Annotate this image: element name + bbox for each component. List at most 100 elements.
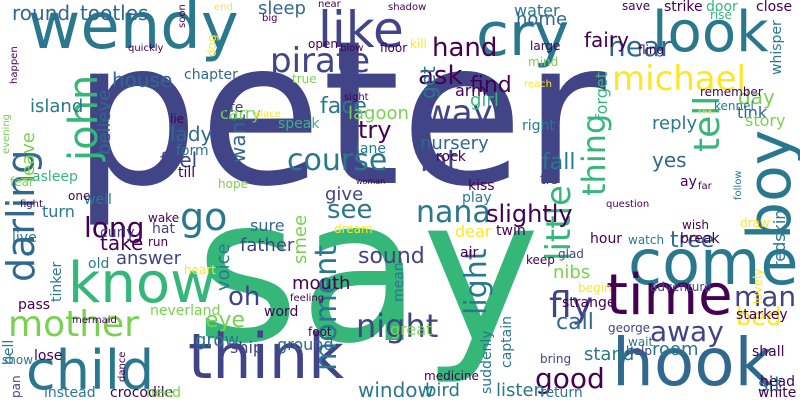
word-return: return bbox=[540, 385, 583, 400]
word-close: close bbox=[756, 0, 793, 15]
word-large: large bbox=[530, 39, 561, 53]
word-island: island bbox=[30, 96, 84, 117]
word-sea: sea bbox=[698, 107, 712, 116]
word-remember: remember bbox=[700, 85, 763, 99]
word-hear: hear bbox=[608, 30, 672, 63]
word-stand: stand bbox=[584, 344, 635, 365]
word-try: try bbox=[358, 116, 392, 144]
word-fall: fall bbox=[542, 150, 576, 175]
word-cry: cry bbox=[476, 0, 570, 70]
word-window: window bbox=[358, 378, 434, 400]
word-save: save bbox=[622, 0, 651, 13]
word-carry: carry bbox=[220, 104, 261, 123]
word-end: end bbox=[214, 2, 233, 13]
word-till: till bbox=[178, 165, 196, 181]
word-dear: dear bbox=[455, 222, 492, 241]
word-kiss: kiss bbox=[468, 178, 495, 194]
word-course: course bbox=[287, 143, 388, 178]
word-dog: dog bbox=[205, 34, 219, 57]
word-ship: ship bbox=[230, 338, 264, 357]
word-tink: tink bbox=[737, 103, 768, 122]
word-fear: fear bbox=[10, 175, 34, 189]
word-life: life bbox=[222, 100, 244, 116]
word-get: get bbox=[416, 66, 440, 99]
word-pirate: pirate bbox=[270, 41, 371, 81]
word-rise: rise bbox=[710, 8, 732, 22]
word-dance: dance bbox=[117, 351, 128, 382]
word-captain: captain bbox=[499, 316, 515, 368]
word-tootles: tootles bbox=[80, 1, 149, 25]
word-reach: reach bbox=[524, 79, 553, 90]
word-ask: ask bbox=[418, 61, 463, 91]
word-nana: nana bbox=[416, 195, 491, 230]
word-far: far bbox=[698, 181, 712, 192]
word-sit: sit bbox=[758, 372, 782, 396]
word-shadow: shadow bbox=[388, 2, 427, 13]
word-wait: wait bbox=[628, 335, 654, 349]
word-chapter: chapter bbox=[184, 67, 238, 83]
word-near: near bbox=[318, 0, 341, 10]
word-grow: grow bbox=[195, 330, 240, 351]
word-answer: answer bbox=[116, 248, 182, 269]
word-fly: fly bbox=[549, 285, 593, 326]
word-house: house bbox=[112, 68, 173, 92]
word-live: live bbox=[12, 230, 37, 246]
word-bring: bring bbox=[540, 352, 572, 366]
word-look: look bbox=[652, 0, 769, 65]
word-turn: turn bbox=[42, 202, 75, 221]
word-let: let bbox=[420, 144, 459, 179]
word-follow: follow bbox=[733, 170, 744, 201]
word-lie: lie bbox=[170, 112, 185, 126]
word-asleep: asleep bbox=[32, 169, 78, 185]
word-white: white bbox=[758, 385, 797, 400]
word-call: call bbox=[556, 310, 594, 335]
word-think: think bbox=[188, 320, 345, 393]
word-soon: soon bbox=[177, 4, 188, 28]
word-door: door bbox=[706, 0, 738, 15]
word-show: show bbox=[2, 353, 34, 367]
word-ground: ground bbox=[277, 335, 334, 354]
word-believe: believe bbox=[94, 89, 115, 155]
word-child: child bbox=[26, 339, 155, 400]
word-jane: jane bbox=[356, 141, 386, 157]
word-girl: girl bbox=[470, 90, 499, 111]
word-help: help bbox=[626, 344, 652, 358]
word-wendy: wendy bbox=[28, 0, 239, 64]
word-pan: pan bbox=[9, 375, 23, 398]
word-sound: sound bbox=[358, 244, 425, 269]
word-one: one bbox=[68, 189, 91, 203]
word-fight: fight bbox=[20, 199, 43, 210]
word-hook: hook bbox=[612, 324, 773, 400]
word-water: water bbox=[514, 1, 560, 20]
word-voice: voice bbox=[213, 243, 234, 291]
word-place: place bbox=[254, 109, 281, 120]
word-lagoon: lagoon bbox=[348, 103, 409, 124]
word-hour: hour bbox=[590, 231, 623, 247]
word-like: like bbox=[318, 1, 404, 59]
word-heart: heart bbox=[184, 263, 216, 277]
word-nibs: nibs bbox=[553, 262, 591, 283]
word-nursery: nursery bbox=[420, 133, 489, 154]
word-shall: shall bbox=[752, 344, 785, 360]
word-eye: eye bbox=[205, 308, 246, 333]
word-room: room bbox=[652, 339, 699, 360]
word-arm: arm bbox=[455, 81, 487, 100]
word-feeling: feeling bbox=[290, 293, 325, 304]
word-mermaid: mermaid bbox=[72, 315, 117, 326]
word-floor: floor bbox=[380, 41, 408, 55]
word-mouth: mouth bbox=[292, 273, 351, 294]
word-home: home bbox=[516, 9, 568, 30]
word-neverland: neverland bbox=[150, 303, 221, 319]
word-sure: sure bbox=[250, 216, 285, 235]
word-instead: instead bbox=[44, 385, 96, 400]
word-hope: hope bbox=[218, 177, 248, 191]
word-air: air bbox=[460, 245, 479, 261]
word-yes: yes bbox=[652, 148, 687, 172]
word-slightly: slightly bbox=[486, 200, 573, 228]
word-well: well bbox=[84, 192, 112, 208]
word-run: run bbox=[148, 235, 169, 249]
word-sleep: sleep bbox=[258, 0, 306, 19]
word-draw: draw bbox=[740, 216, 770, 230]
word-lose: lose bbox=[34, 348, 63, 364]
word-take: take bbox=[100, 231, 144, 255]
